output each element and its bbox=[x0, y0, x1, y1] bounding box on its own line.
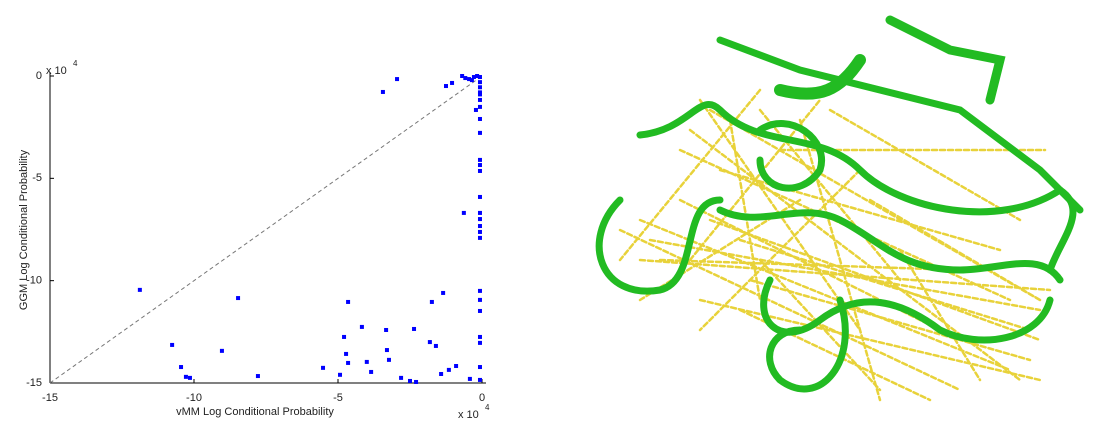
point bbox=[386, 357, 391, 362]
point bbox=[384, 348, 389, 353]
point bbox=[477, 116, 482, 121]
point bbox=[342, 334, 347, 339]
point bbox=[346, 360, 351, 365]
y-tick-label: 0 bbox=[36, 70, 42, 82]
point bbox=[454, 364, 459, 369]
x-scale-label: x 10 bbox=[458, 409, 479, 421]
point bbox=[477, 297, 482, 302]
x-axis-label: vMM Log Conditional Probability bbox=[176, 406, 334, 418]
point bbox=[477, 104, 482, 109]
scatter-chart: GGM Log Conditional Probability vMM Log … bbox=[18, 59, 490, 421]
point bbox=[433, 343, 438, 348]
point bbox=[369, 369, 374, 374]
y-tick-label: -15 bbox=[26, 377, 42, 389]
point bbox=[477, 168, 482, 173]
x-tick-label: 0 bbox=[479, 392, 485, 404]
point bbox=[477, 210, 482, 215]
y-scale-exponent: 4 bbox=[73, 59, 78, 68]
point bbox=[477, 377, 482, 382]
x-tick-label: -15 bbox=[42, 392, 58, 404]
point bbox=[450, 80, 455, 85]
point bbox=[170, 342, 175, 347]
point bbox=[414, 379, 419, 384]
point bbox=[477, 288, 482, 293]
point bbox=[219, 348, 224, 353]
point bbox=[477, 130, 482, 135]
point bbox=[412, 326, 417, 331]
point bbox=[439, 371, 444, 376]
point bbox=[477, 75, 482, 80]
point bbox=[321, 365, 326, 370]
point bbox=[395, 77, 400, 82]
ribbons bbox=[595, 15, 1084, 393]
point bbox=[255, 374, 260, 379]
point bbox=[477, 235, 482, 240]
point bbox=[477, 163, 482, 168]
point bbox=[359, 324, 364, 329]
point bbox=[477, 157, 482, 162]
point bbox=[344, 351, 349, 356]
point bbox=[473, 107, 478, 112]
point bbox=[469, 78, 474, 83]
point bbox=[477, 340, 482, 345]
point bbox=[477, 365, 482, 370]
point bbox=[346, 299, 351, 304]
point bbox=[427, 340, 432, 345]
point bbox=[429, 299, 434, 304]
point bbox=[137, 287, 142, 292]
point bbox=[475, 74, 480, 78]
point bbox=[477, 217, 482, 222]
point bbox=[477, 85, 482, 90]
point bbox=[236, 296, 241, 301]
point bbox=[460, 74, 465, 78]
point bbox=[441, 290, 446, 295]
point bbox=[477, 80, 482, 85]
y-scale-label: x 10 bbox=[46, 65, 67, 77]
contact-lines bbox=[618, 88, 1052, 402]
point bbox=[384, 327, 389, 332]
x-tick-label: -5 bbox=[333, 392, 343, 404]
point bbox=[477, 92, 482, 97]
point bbox=[471, 75, 476, 80]
point bbox=[467, 376, 472, 381]
diagonal-reference bbox=[49, 75, 483, 384]
point bbox=[477, 308, 482, 313]
point bbox=[477, 224, 482, 229]
point bbox=[364, 359, 369, 364]
point bbox=[477, 194, 482, 199]
y-axis-label: GGM Log Conditional Probability bbox=[18, 149, 30, 310]
y-tick-label: -5 bbox=[32, 172, 42, 184]
point bbox=[444, 84, 448, 89]
x-tick-label: -10 bbox=[186, 392, 202, 404]
point bbox=[179, 365, 184, 370]
point bbox=[380, 89, 385, 94]
point bbox=[477, 229, 482, 234]
point bbox=[461, 210, 466, 215]
point bbox=[187, 375, 192, 380]
point bbox=[477, 97, 482, 102]
y-tick-label: -10 bbox=[26, 275, 42, 287]
point bbox=[477, 90, 482, 95]
point bbox=[446, 367, 451, 372]
point bbox=[399, 375, 404, 380]
point bbox=[408, 378, 412, 383]
point bbox=[463, 76, 468, 81]
protein-structure bbox=[595, 15, 1084, 402]
point bbox=[477, 334, 482, 339]
x-scale-exponent: 4 bbox=[485, 403, 490, 412]
point bbox=[467, 77, 472, 82]
point bbox=[183, 374, 188, 379]
point bbox=[338, 372, 343, 377]
